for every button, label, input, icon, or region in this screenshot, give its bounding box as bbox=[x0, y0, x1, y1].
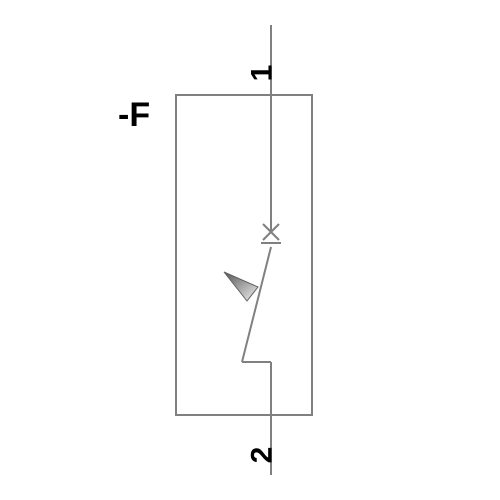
terminal-top-label: 1 bbox=[247, 65, 277, 82]
terminal-bottom-label: 2 bbox=[247, 447, 277, 464]
designator-label: -F bbox=[118, 98, 150, 132]
switch-arm bbox=[242, 247, 271, 362]
device-outline bbox=[176, 95, 312, 415]
electrical-fuse-symbol: { "type": "electrical-schematic-symbol",… bbox=[0, 0, 500, 500]
actuator-arrow-icon bbox=[224, 272, 258, 301]
